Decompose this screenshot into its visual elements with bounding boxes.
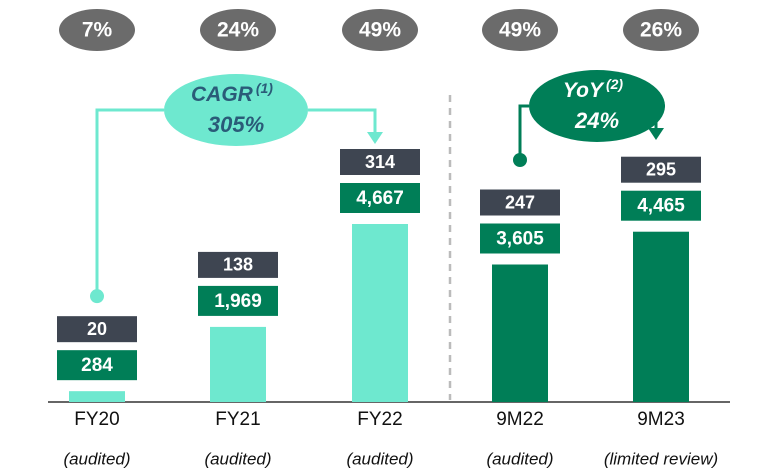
x-sublabel: (audited)	[63, 449, 130, 468]
margin-label: 7%	[82, 19, 113, 42]
value-box	[198, 285, 278, 316]
annotation-title: CAGR (1)	[191, 80, 273, 106]
x-tick-label: FY21	[215, 409, 260, 430]
x-sublabel: (limited review)	[604, 449, 718, 468]
connector-arrow	[367, 132, 383, 144]
margin-label: 24%	[217, 19, 259, 42]
connector-dot	[90, 289, 104, 304]
x-tick-label: FY20	[74, 409, 119, 430]
margin-label: 49%	[499, 19, 541, 42]
value-box	[621, 190, 701, 221]
margin-bubble	[342, 9, 418, 51]
secondary-box	[198, 251, 278, 278]
margin-label: 49%	[359, 19, 401, 42]
secondary-label: 20	[87, 319, 107, 339]
growth-annotation: CAGR (1) 305%	[90, 74, 383, 304]
annotation-bubble	[529, 70, 665, 142]
annotation-bubble	[164, 74, 308, 146]
bar	[633, 231, 689, 402]
bar	[492, 264, 548, 402]
secondary-label: 295	[646, 159, 676, 179]
value-box	[480, 223, 560, 254]
annotation-title: YoY (2)	[563, 76, 624, 102]
connector-arrow	[648, 128, 664, 140]
secondary-box	[340, 149, 420, 175]
x-sublabel: (audited)	[346, 449, 413, 468]
annotation-text: YoY	[563, 79, 605, 102]
secondary-box	[480, 189, 560, 216]
connector-dot	[513, 153, 527, 167]
annotation-text: CAGR	[191, 83, 254, 106]
value-label: 3,605	[496, 229, 544, 250]
bar	[69, 391, 125, 402]
x-sublabel: (audited)	[486, 449, 553, 468]
connector	[518, 104, 529, 160]
margin-label: 26%	[640, 19, 682, 42]
value-label: 4,465	[637, 196, 685, 217]
connector	[308, 108, 377, 134]
value-box	[340, 183, 420, 213]
margin-bubble	[200, 9, 276, 51]
annotation-value: 305%	[208, 112, 264, 137]
margin-bubble	[59, 9, 135, 51]
x-tick-label: FY22	[357, 409, 402, 430]
annotation-note: (2)	[606, 76, 623, 92]
margin-bubble	[623, 9, 699, 51]
annotation-note: (1)	[256, 80, 273, 96]
annotation-value: 24%	[574, 108, 619, 133]
value-label: 4,667	[356, 188, 404, 209]
value-box	[57, 350, 137, 381]
x-sublabel: (audited)	[204, 449, 271, 468]
x-tick-label: 9M22	[496, 409, 544, 430]
x-tick-label: 9M23	[637, 409, 685, 430]
secondary-box	[57, 316, 137, 343]
bar	[210, 326, 266, 402]
secondary-label: 314	[365, 152, 395, 172]
secondary-label: 247	[505, 192, 535, 212]
secondary-box	[621, 156, 701, 183]
connector	[95, 108, 164, 297]
secondary-label: 138	[223, 255, 253, 275]
bar	[352, 224, 408, 402]
growth-annotation: YoY (2) 24%	[513, 70, 665, 167]
value-label: 1,969	[214, 291, 262, 312]
value-label: 284	[81, 355, 113, 376]
margin-bubble	[482, 9, 558, 51]
